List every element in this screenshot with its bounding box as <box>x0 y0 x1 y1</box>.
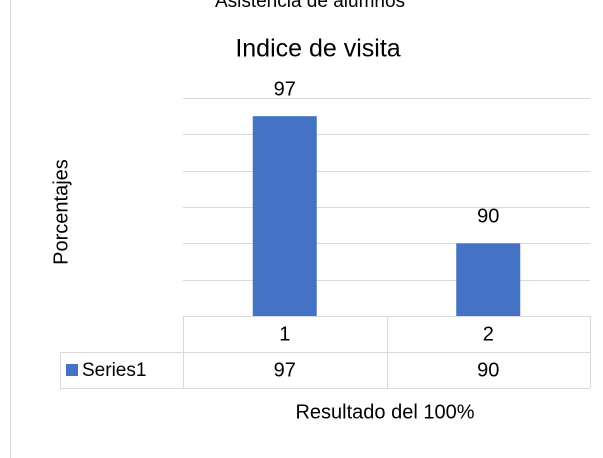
x-tick-label: 2 <box>483 323 494 345</box>
y-axis-label: Porcentajes <box>50 159 72 265</box>
data-label: 90 <box>477 206 499 228</box>
header-text: Asistencia de alumnos <box>215 0 405 12</box>
legend-label: Series1 <box>82 360 146 381</box>
table-value: 97 <box>274 359 296 381</box>
chart-title: Indice de visita <box>235 35 400 63</box>
bar <box>456 243 521 316</box>
data-label: 97 <box>274 78 296 100</box>
bar <box>252 116 317 317</box>
table-value: 90 <box>477 359 499 381</box>
x-tick-label: 1 <box>279 323 290 345</box>
x-axis-label: Resultado del 100% <box>295 401 474 423</box>
legend-swatch <box>66 364 78 376</box>
